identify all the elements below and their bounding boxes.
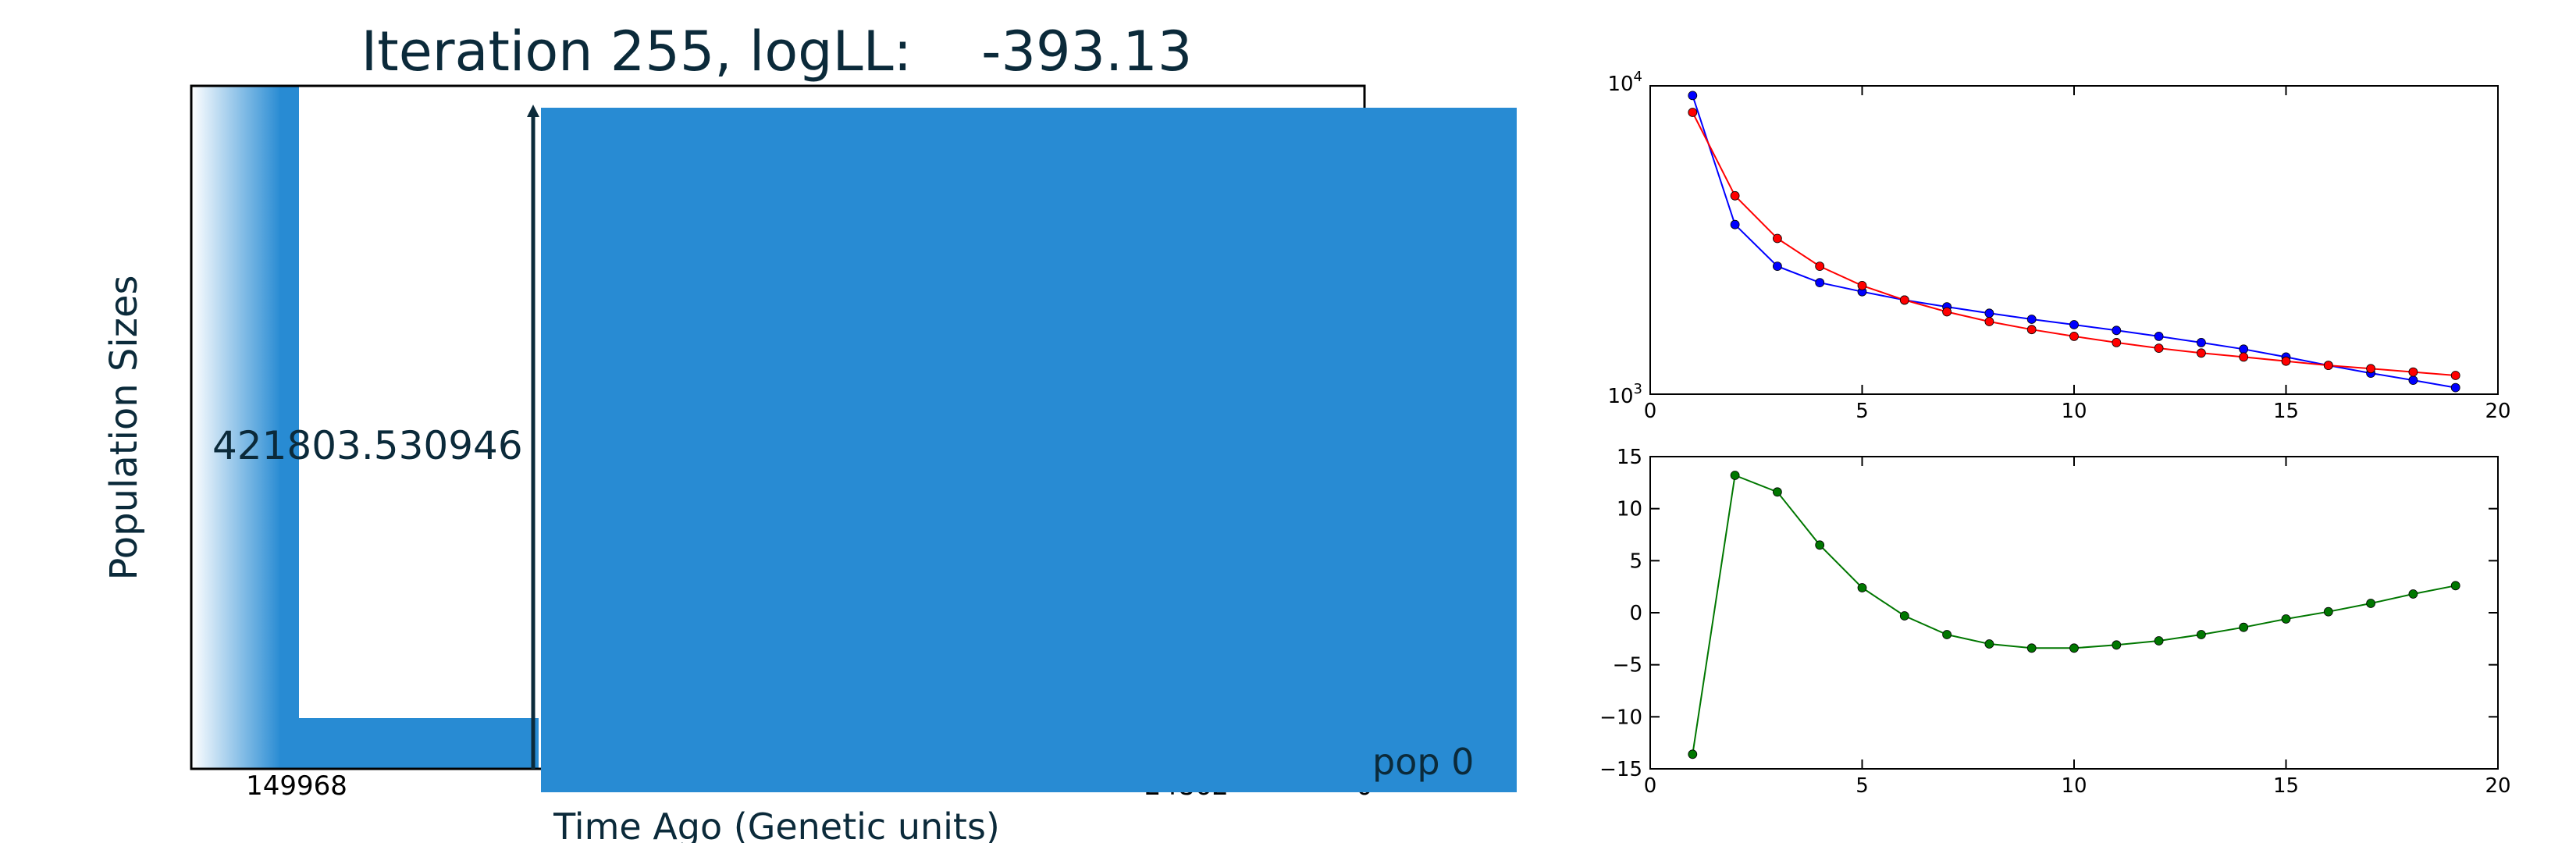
size-chart-y-ticks: 104 103	[1607, 69, 2498, 408]
data-point	[1815, 261, 1825, 272]
series-line	[1692, 474, 2456, 755]
data-point	[1730, 190, 1740, 201]
data-point	[1730, 219, 1740, 229]
data-point	[2239, 622, 2249, 632]
fade-band	[191, 86, 281, 769]
data-point	[2408, 589, 2418, 599]
bottleneck-bar	[289, 718, 539, 769]
difference-chart-series	[1688, 471, 2460, 759]
data-point	[1942, 307, 1952, 317]
data-point	[1772, 261, 1782, 272]
main-title: Iteration 255, logLL: -393.13	[361, 20, 1193, 84]
data-point	[2154, 636, 2164, 646]
data-point	[1730, 471, 1740, 480]
data-point	[2323, 606, 2333, 617]
data-point	[2026, 315, 2037, 324]
data-point	[1984, 317, 1994, 326]
data-point	[2196, 348, 2206, 358]
x-tick-label: 5	[1856, 400, 1869, 423]
size-chart: 104 103 0 5 10 15 20	[1607, 69, 2510, 423]
data-point	[1688, 108, 1698, 117]
x-tick-label: 10	[2061, 400, 2087, 423]
difference-chart-frame	[1649, 456, 2499, 770]
x-tick-label: 15	[2273, 774, 2299, 798]
data-point	[1899, 611, 1909, 621]
data-point	[1772, 487, 1782, 497]
data-point	[1899, 295, 1909, 305]
y-tick-label: −10	[1599, 706, 1642, 729]
x-axis-label: Time Ago (Genetic units)	[553, 806, 1000, 843]
data-point	[2450, 581, 2460, 591]
x-tick-label: 20	[2485, 400, 2510, 423]
y-tick-label: 15	[1617, 446, 1642, 469]
data-point	[2450, 382, 2460, 393]
data-point	[2112, 640, 2122, 650]
data-point	[2323, 361, 2333, 371]
y-tick-label: 104	[1607, 69, 1642, 96]
size-chart-series	[1688, 91, 2460, 393]
data-point	[2026, 643, 2037, 653]
data-point	[2408, 375, 2418, 386]
population-label: pop 0	[1372, 741, 1474, 783]
data-point	[1688, 749, 1698, 759]
population-size-label: 421803.530946	[212, 423, 523, 468]
current-population-bar	[541, 108, 1517, 792]
difference-chart: 15 10 5 0 −5 −10 −15 0 5 10 15 20	[1599, 446, 2510, 798]
data-point	[1984, 308, 1994, 318]
data-point	[2112, 337, 2122, 347]
x-tick-label: 20	[2485, 774, 2510, 798]
data-point	[2281, 614, 2291, 624]
tick-label-left: 149968	[246, 770, 347, 802]
data-point	[2069, 643, 2079, 653]
y-tick-label: 0	[1629, 602, 1642, 625]
x-tick-label: 0	[1644, 400, 1657, 423]
growth-arrow-head	[527, 105, 539, 117]
data-point	[2196, 337, 2206, 347]
y-tick-label: 10	[1617, 498, 1642, 521]
data-point	[1772, 233, 1782, 244]
data-point	[1942, 630, 1952, 639]
data-point	[1688, 91, 1698, 101]
data-point	[2281, 356, 2291, 366]
x-tick-label: 0	[1644, 774, 1657, 798]
data-point	[2154, 331, 2164, 341]
y-tick-label: 5	[1629, 550, 1642, 573]
data-point	[1815, 278, 1825, 288]
data-point	[2450, 371, 2460, 380]
data-point	[2026, 325, 2037, 335]
size-chart-x-ticks: 0 5 10 15 20	[1644, 86, 2511, 423]
data-point	[2069, 331, 2079, 341]
data-point	[2366, 599, 2376, 608]
data-point	[1815, 540, 1825, 550]
data-point	[2239, 344, 2249, 354]
data-point	[2239, 352, 2249, 362]
y-axis-label: Population Sizes	[102, 276, 146, 581]
y-tick-label: 103	[1607, 381, 1642, 408]
data-point	[2112, 325, 2122, 336]
series-line	[1692, 95, 2456, 389]
x-tick-label: 5	[1856, 774, 1869, 798]
data-point	[2366, 364, 2376, 374]
x-tick-label: 15	[2273, 400, 2299, 423]
data-point	[2408, 367, 2418, 377]
x-tick-label: 10	[2061, 774, 2087, 798]
difference-chart-y-ticks: 15 10 5 0 −5 −10 −15	[1599, 446, 2498, 781]
y-tick-label: −5	[1613, 654, 1642, 678]
y-tick-label: −15	[1599, 758, 1642, 781]
data-point	[1857, 280, 1867, 290]
data-point	[2069, 320, 2079, 329]
data-point	[2154, 343, 2164, 354]
demography-panel: 24862 0 149968 421803.530946 pop 0 Itera…	[102, 20, 1517, 843]
data-point	[1984, 639, 1994, 649]
data-point	[2196, 630, 2206, 639]
data-point	[1857, 583, 1867, 592]
ancestral-population-bar	[279, 86, 299, 769]
difference-chart-x-ticks: 0 5 10 15 20	[1644, 457, 2511, 798]
